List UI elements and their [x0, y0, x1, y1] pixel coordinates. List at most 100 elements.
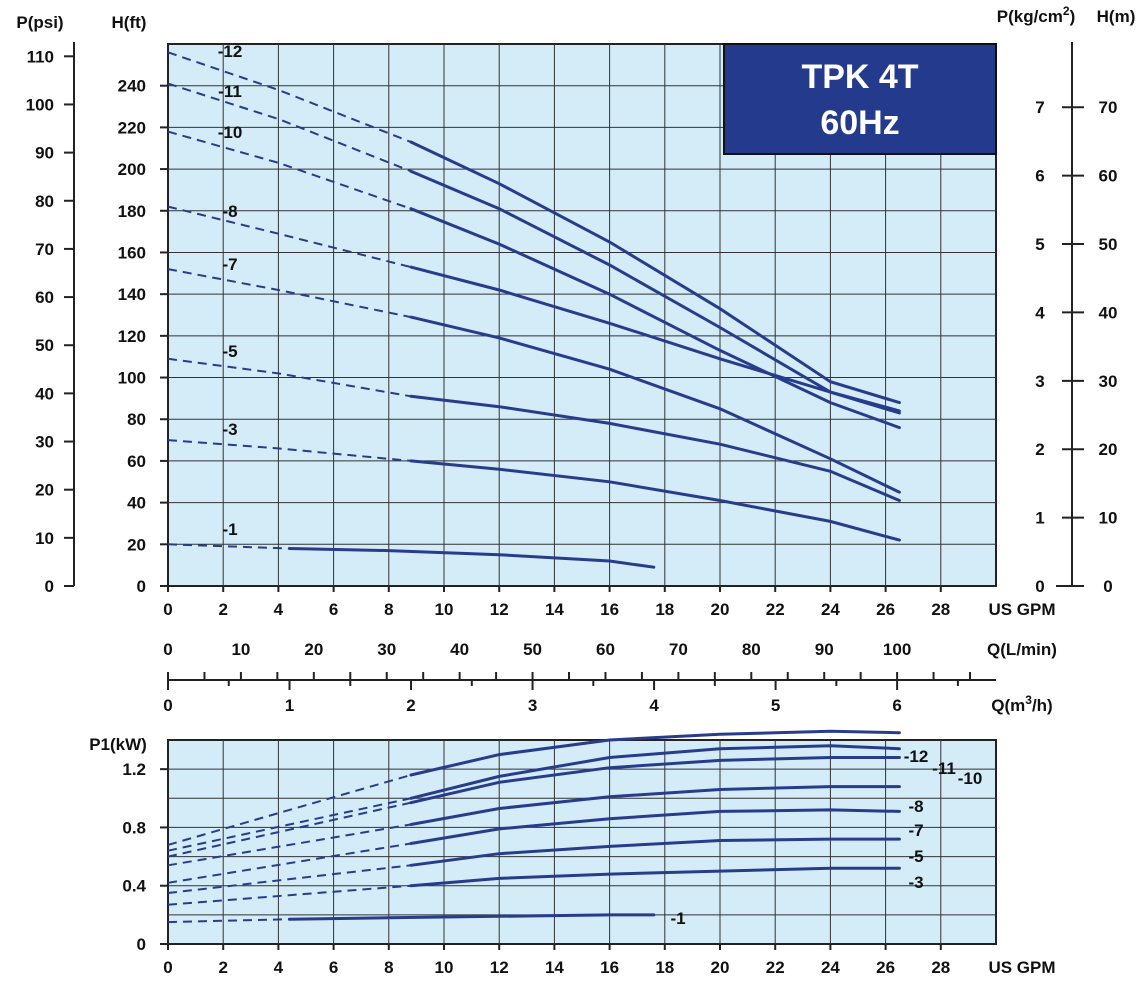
y-tick-label-psi: 90	[35, 144, 54, 163]
x-tick-label-lmin: 90	[815, 640, 834, 659]
x-tick-label-lmin: 0	[163, 640, 172, 659]
series-stage-3-dashed	[167, 439, 411, 462]
x-tick-label-gpm-power: 18	[655, 958, 674, 977]
x-tick-label-lmin: 70	[669, 640, 688, 659]
y-tick-label-kw: 0.8	[122, 818, 146, 837]
y-tick-label-m: 70	[1099, 98, 1118, 117]
chart-title-box: TPK 4T 60Hz	[723, 43, 997, 155]
power-series-stage-7-dashed	[167, 842, 412, 884]
y-tick-label-kgcm2: 3	[1035, 372, 1044, 391]
power-curve-label-stage-3: -3	[908, 873, 923, 892]
x-tick-label-gpm-power: 0	[163, 958, 172, 977]
y-tick-label-psi: 70	[35, 240, 54, 259]
x-tick-label-gpm: 18	[655, 600, 674, 619]
series-stage-5-line	[409, 394, 901, 502]
series-stage-8-dashed	[167, 205, 412, 269]
y-axis-title-ft: H(ft)	[112, 13, 147, 32]
x-tick-label-gpm-power: 24	[821, 958, 840, 977]
y-axis-title-psi: P(psi)	[16, 13, 63, 32]
y-tick-label-m: 10	[1099, 509, 1118, 528]
x-tick-label-gpm-power: 20	[711, 958, 730, 977]
y-tick-label-psi: 110	[27, 47, 54, 66]
series-stage-1-line	[287, 547, 656, 569]
x-tick-label-lmin: 100	[883, 640, 911, 659]
x-tick-label-gpm-power: 14	[545, 958, 564, 977]
curve-label-stage-12: -12	[218, 42, 243, 61]
x-tick-label-gpm-power: 12	[490, 958, 509, 977]
y-tick-label-psi: 20	[35, 481, 54, 500]
y-tick-label-psi: 10	[35, 529, 54, 548]
x-axis-title-gpm-power: US GPM	[988, 958, 1055, 977]
x-tick-label-m3h: 4	[649, 696, 659, 715]
curve-label-stage-1: -1	[222, 520, 237, 539]
x-tick-label-m3h: 6	[892, 696, 901, 715]
y-axis-title-kgcm2: P(kg/cm2)	[997, 4, 1076, 26]
power-series-stage-8-dashed	[167, 823, 412, 867]
curve-label-stage-3: -3	[222, 420, 237, 439]
power-curve-label-stage-12: -12	[904, 747, 929, 766]
y-tick-label-psi: 0	[45, 577, 54, 596]
x-axis-title-gpm: US GPM	[988, 600, 1055, 619]
y-tick-label-ft: 60	[127, 452, 146, 471]
curve-label-stage-8: -8	[222, 202, 237, 221]
series-stage-10-dashed	[167, 130, 412, 210]
series-stage-8-line	[409, 265, 901, 413]
y-tick-label-ft: 140	[118, 285, 146, 304]
y-axis-title-kw: P1(kW)	[89, 735, 147, 754]
x-axis-title-lmin: Q(L/min)	[987, 640, 1057, 659]
power-series-stage-5-line	[409, 837, 901, 867]
y-tick-label-ft: 20	[127, 535, 146, 554]
y-tick-label-ft: 40	[127, 494, 146, 513]
y-tick-label-ft: 180	[118, 202, 146, 221]
power-series-stage-10-line	[409, 756, 901, 805]
x-tick-label-gpm: 20	[711, 600, 730, 619]
y-tick-label-ft: 80	[127, 410, 146, 429]
power-curve-label-stage-7: -7	[908, 821, 923, 840]
power-curve-label-stage-10: -10	[958, 769, 983, 788]
x-tick-label-gpm-power: 16	[600, 958, 619, 977]
power-series-stage-3-line	[409, 866, 901, 888]
y-tick-label-m: 60	[1099, 167, 1118, 186]
y-tick-label-kgcm2: 5	[1035, 235, 1044, 254]
y-tick-label-ft: 240	[118, 77, 146, 96]
x-tick-label-gpm-power: 10	[435, 958, 454, 977]
curve-label-stage-10: -10	[218, 123, 243, 142]
x-tick-label-gpm-power: 28	[931, 958, 950, 977]
power-curve-plot: -12-11-10 -8 -7 -5 -3 -1	[167, 729, 997, 945]
series-stage-11-dashed	[167, 82, 412, 173]
x-tick-label-gpm: 28	[931, 600, 950, 619]
power-curve-label-stage-1: -1	[670, 909, 685, 928]
x-tick-label-lmin: 40	[450, 640, 469, 659]
x-tick-label-m3h: 2	[406, 696, 415, 715]
x-tick-label-gpm: 26	[876, 600, 895, 619]
x-tick-label-gpm-power: 8	[384, 958, 393, 977]
y-tick-label-ft: 160	[118, 243, 146, 262]
y-tick-label-ft: 120	[118, 327, 146, 346]
power-series-stage-7-line	[409, 808, 901, 845]
x-tick-label-gpm: 14	[545, 600, 564, 619]
y-tick-label-psi: 60	[35, 288, 54, 307]
series-stage-5-dashed	[167, 357, 412, 398]
y-tick-label-m: 30	[1099, 372, 1118, 391]
curve-label-stage-7: -7	[222, 255, 237, 274]
y-tick-label-psi: 40	[35, 384, 54, 403]
x-tick-label-gpm: 22	[766, 600, 785, 619]
series-stage-1-dashed	[167, 543, 290, 550]
curve-label-stage-5: -5	[222, 342, 237, 361]
power-curve-label-stage-8: -8	[908, 797, 923, 816]
power-series-stage-10-dashed	[167, 801, 412, 858]
x-tick-label-gpm-power: 26	[876, 958, 895, 977]
x-tick-label-gpm: 6	[329, 600, 338, 619]
y-tick-label-ft: 220	[118, 118, 146, 137]
y-tick-label-kgcm2: 0	[1035, 577, 1044, 596]
x-tick-label-lmin: 80	[742, 640, 761, 659]
y-axis-title-m: H(m)	[1097, 7, 1136, 26]
x-tick-label-gpm: 0	[163, 600, 172, 619]
x-tick-label-m3h: 1	[285, 696, 294, 715]
y-tick-label-kgcm2: 6	[1035, 167, 1044, 186]
x-tick-label-gpm: 4	[274, 600, 284, 619]
y-tick-label-kw: 1.2	[122, 760, 146, 779]
series-stage-12-dashed	[167, 51, 412, 143]
